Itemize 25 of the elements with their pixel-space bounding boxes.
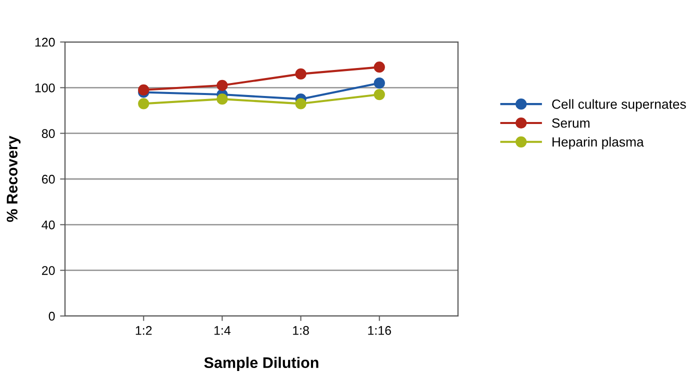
point: [138, 98, 150, 110]
point: [295, 98, 306, 110]
y-axis-title: % Recovery: [6, 136, 21, 222]
point: [374, 62, 385, 73]
y-tick-label: 0: [48, 312, 55, 321]
point: [374, 88, 385, 100]
y-tick-label: 20: [42, 266, 55, 275]
x-tick-label: 1:16: [368, 326, 392, 335]
point: [216, 80, 228, 91]
legend-label: Cell culture supernates: [552, 99, 686, 112]
x-axis-title: Sample Dilution: [204, 356, 318, 372]
legend-label: Serum: [552, 118, 590, 128]
point: [138, 84, 150, 96]
y-tick-label: 120: [35, 38, 55, 47]
y-tick-label: 100: [35, 83, 55, 92]
point: [374, 78, 385, 89]
y-tick-label: 60: [42, 174, 55, 184]
y-tick-label: 80: [42, 129, 55, 138]
x-tick-label: 1:8: [293, 326, 309, 335]
x-tick-label: 1:4: [214, 326, 231, 335]
point: [295, 68, 306, 80]
point: [216, 94, 228, 105]
x-tick-label: 1:2: [136, 326, 152, 335]
y-tick-label: 40: [42, 220, 55, 230]
legend-label: Heparin plasma: [552, 136, 644, 150]
